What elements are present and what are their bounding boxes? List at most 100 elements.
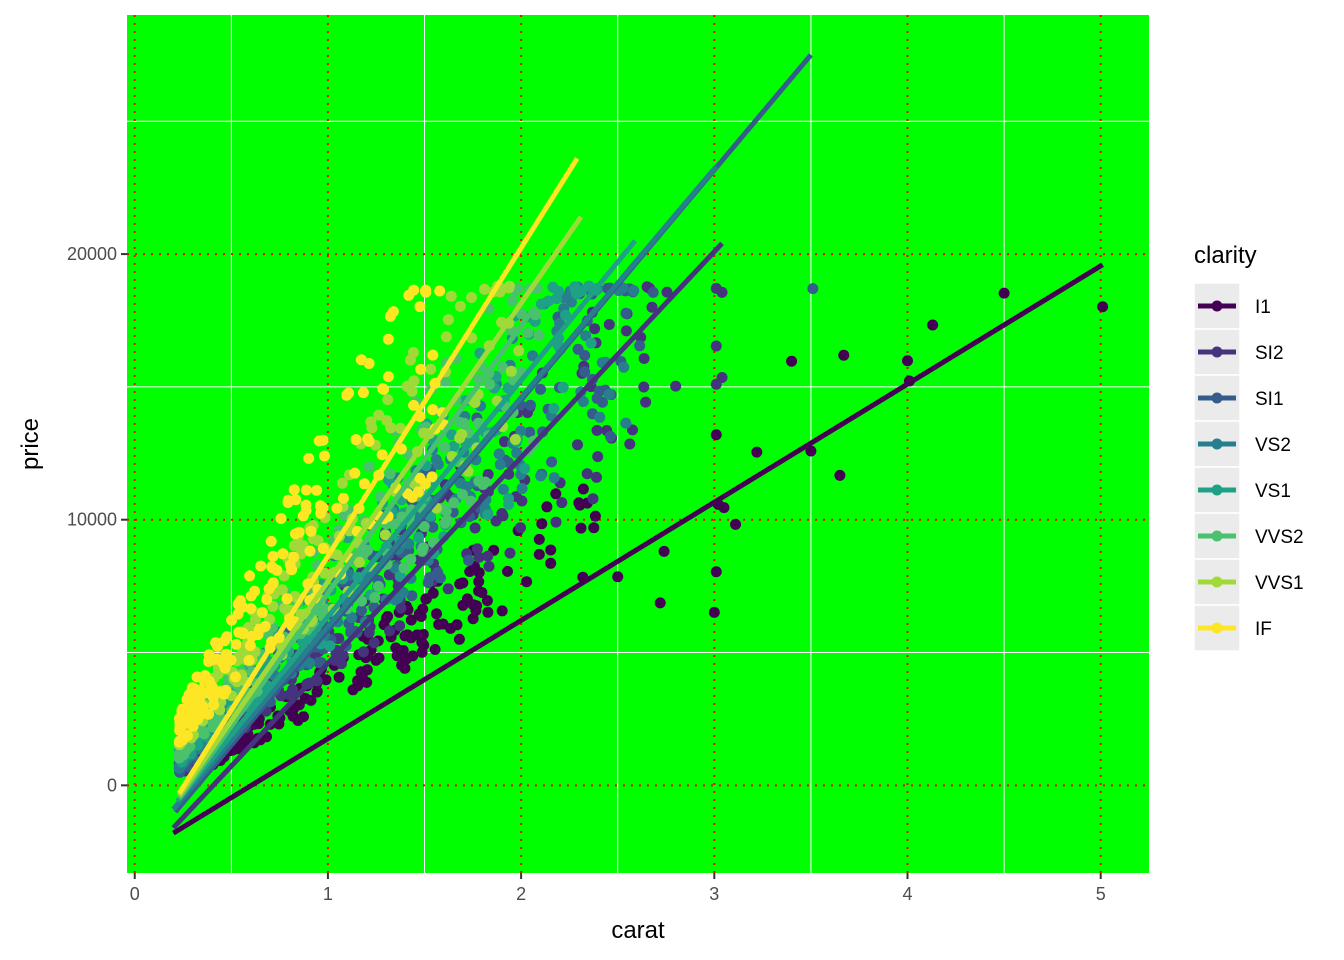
data-point — [448, 440, 460, 452]
data-point — [395, 602, 407, 614]
data-point — [442, 583, 454, 595]
data-point — [401, 380, 413, 392]
data-point — [556, 497, 568, 509]
data-point — [483, 561, 495, 572]
data-point — [451, 619, 463, 631]
data-point — [276, 584, 288, 596]
data-point — [174, 713, 185, 725]
data-point — [469, 522, 481, 534]
data-point — [394, 571, 406, 582]
data-point — [417, 603, 429, 615]
data-point — [589, 323, 601, 335]
data-point — [998, 287, 1010, 299]
data-point — [219, 635, 231, 647]
data-point — [587, 493, 599, 505]
data-point — [516, 495, 528, 507]
data-point — [471, 543, 483, 555]
data-point — [319, 450, 330, 462]
data-point — [654, 597, 666, 609]
data-point — [478, 283, 490, 295]
data-point — [284, 559, 296, 571]
legend-key-point — [1211, 622, 1223, 634]
x-tick-label: 0 — [130, 884, 140, 904]
data-point — [440, 331, 452, 343]
data-point — [658, 545, 670, 557]
data-point — [207, 721, 219, 733]
data-point — [300, 499, 312, 511]
data-point — [605, 431, 616, 442]
data-point — [457, 599, 469, 611]
data-point — [542, 295, 554, 307]
data-point — [384, 625, 396, 637]
legend-label: VVS2 — [1255, 527, 1304, 548]
data-point — [640, 396, 652, 408]
data-point — [579, 366, 591, 378]
data-point — [441, 514, 453, 526]
data-point — [363, 358, 375, 369]
legend-key-point — [1211, 392, 1223, 404]
data-point — [496, 605, 508, 617]
data-point — [497, 483, 509, 495]
data-point — [710, 429, 722, 441]
data-point — [597, 396, 608, 408]
data-point — [457, 489, 468, 501]
legend-label: VVS1 — [1255, 573, 1304, 594]
data-point — [463, 554, 474, 566]
data-point — [379, 529, 391, 541]
data-point — [191, 671, 203, 683]
data-point — [412, 486, 424, 498]
data-point — [187, 720, 199, 732]
data-point — [454, 300, 466, 312]
data-point — [638, 353, 650, 364]
data-point — [710, 566, 722, 578]
data-point — [361, 676, 373, 688]
data-point — [331, 549, 343, 561]
data-point — [577, 396, 589, 408]
data-point — [453, 633, 465, 645]
data-point — [524, 399, 536, 411]
data-point — [592, 451, 604, 463]
x-axis-ticks: 0 1 2 3 4 5 — [130, 873, 1106, 904]
data-point — [458, 417, 470, 429]
data-point — [546, 456, 558, 468]
data-point — [352, 680, 364, 692]
data-point — [519, 463, 531, 474]
data-point — [445, 290, 457, 302]
data-point — [440, 505, 452, 517]
data-point — [317, 434, 329, 446]
data-point — [473, 551, 485, 563]
data-point — [504, 547, 516, 559]
legend-label: VS2 — [1255, 435, 1291, 456]
data-point — [408, 399, 420, 411]
data-point — [356, 604, 368, 616]
data-point — [591, 471, 602, 483]
data-point — [356, 595, 368, 607]
data-point — [358, 646, 369, 658]
data-point — [509, 434, 521, 445]
data-point — [361, 664, 373, 676]
data-point — [429, 644, 441, 655]
x-tick-label: 3 — [709, 884, 719, 904]
data-point — [414, 301, 426, 313]
data-point — [357, 387, 369, 399]
data-point — [287, 684, 299, 696]
data-point — [362, 433, 374, 445]
data-point — [805, 445, 817, 457]
data-point — [389, 518, 401, 530]
data-point — [581, 468, 593, 480]
data-point — [515, 522, 526, 534]
data-point — [708, 606, 720, 618]
data-point — [442, 314, 454, 326]
legend-label: VS1 — [1255, 481, 1291, 502]
data-point — [670, 380, 682, 392]
data-point — [288, 540, 300, 552]
data-point — [716, 371, 728, 383]
data-point — [503, 499, 515, 510]
data-point — [376, 449, 388, 461]
data-point — [353, 556, 365, 568]
data-point — [243, 654, 255, 666]
data-point — [244, 570, 256, 582]
legend-key-point — [1211, 346, 1223, 358]
data-point — [550, 516, 562, 528]
